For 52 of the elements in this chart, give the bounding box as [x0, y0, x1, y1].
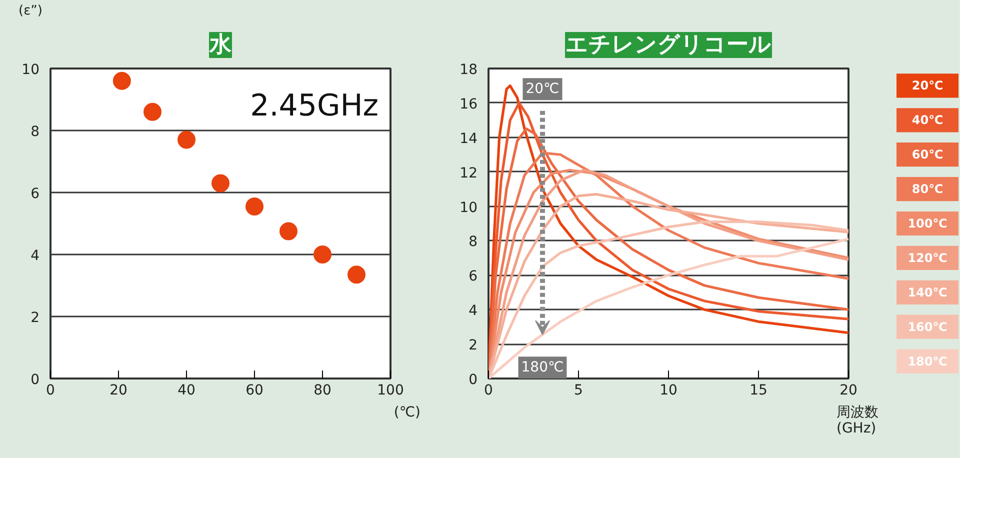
y-tick-label: 16 [460, 96, 478, 112]
x-tick-label: 20 [110, 382, 128, 398]
x-tick-label: 15 [750, 382, 768, 398]
y-tick-label: 0 [30, 372, 40, 388]
x-tick-label: 0 [46, 382, 55, 398]
text: 180℃ [908, 354, 948, 368]
y-tick-label: 12 [460, 165, 478, 182]
y-tick-label: 8 [468, 234, 478, 250]
point [348, 266, 366, 284]
text: 140℃ [908, 285, 948, 300]
y-tick-label: 0 [468, 372, 478, 388]
x-tick-label: 40 [178, 382, 196, 398]
y-tick-label: 18 [460, 62, 478, 78]
y-axis-title: (ε”) [18, 4, 42, 18]
x-axis-title: 周波数 (GHz) [836, 404, 878, 436]
y-tick-label: 4 [30, 248, 40, 264]
text: 80℃ [912, 182, 944, 196]
chart-title: 水 [208, 32, 232, 58]
point [178, 130, 196, 149]
y-tick-label: 4 [468, 303, 478, 320]
text: 40℃ [912, 113, 944, 128]
x-axis-title: (℃) [394, 404, 421, 420]
point [112, 72, 131, 90]
point [212, 174, 230, 192]
y-tick-label: 6 [30, 186, 40, 202]
point [144, 102, 162, 121]
y-tick-label: 6 [468, 268, 478, 285]
x-tick-label: 100 [377, 382, 404, 398]
y-tick-label: 14 [460, 130, 478, 147]
annotation: 180℃ [521, 360, 564, 376]
text: 60℃ [912, 148, 944, 162]
x-tick-label: 0 [484, 382, 493, 398]
y-tick-label: 2 [30, 310, 40, 326]
chart-title: エチレングリコール [566, 32, 772, 58]
text: 100℃ [908, 216, 948, 230]
x-tick-label: 10 [660, 382, 678, 398]
x-tick-label: 20 [840, 382, 858, 398]
text: 160℃ [908, 320, 948, 334]
annotation: 20℃ [526, 81, 560, 98]
x-tick-label: 60 [246, 382, 264, 398]
x-tick-label: 5 [574, 382, 583, 398]
text: 20℃ [912, 78, 944, 93]
point [280, 222, 298, 240]
annotation: 2.45GHz [250, 88, 379, 124]
y-tick-label: 10 [22, 62, 40, 78]
y-tick-label: 8 [30, 124, 40, 140]
text: 120℃ [908, 250, 948, 265]
point [314, 246, 332, 264]
y-tick-label: 2 [468, 338, 478, 354]
y-tick-label: 10 [460, 200, 478, 216]
point [246, 197, 264, 216]
x-tick-label: 80 [314, 382, 332, 398]
